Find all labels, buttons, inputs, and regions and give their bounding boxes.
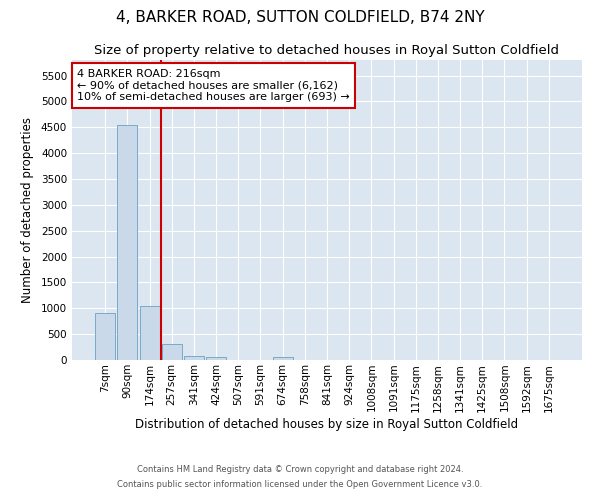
Bar <box>162 344 182 360</box>
Bar <box>140 306 160 360</box>
Text: Contains HM Land Registry data © Crown copyright and database right 2024.: Contains HM Land Registry data © Crown c… <box>137 465 463 474</box>
Bar <box>206 357 226 360</box>
Text: 4 BARKER ROAD: 216sqm
← 90% of detached houses are smaller (6,162)
10% of semi-d: 4 BARKER ROAD: 216sqm ← 90% of detached … <box>77 69 350 102</box>
Title: Size of property relative to detached houses in Royal Sutton Coldfield: Size of property relative to detached ho… <box>95 44 560 58</box>
Bar <box>118 124 137 360</box>
Bar <box>272 357 293 360</box>
Text: 4, BARKER ROAD, SUTTON COLDFIELD, B74 2NY: 4, BARKER ROAD, SUTTON COLDFIELD, B74 2N… <box>116 10 484 25</box>
Y-axis label: Number of detached properties: Number of detached properties <box>21 117 34 303</box>
Bar <box>95 314 115 360</box>
X-axis label: Distribution of detached houses by size in Royal Sutton Coldfield: Distribution of detached houses by size … <box>136 418 518 432</box>
Bar <box>184 356 204 360</box>
Text: Contains public sector information licensed under the Open Government Licence v3: Contains public sector information licen… <box>118 480 482 489</box>
